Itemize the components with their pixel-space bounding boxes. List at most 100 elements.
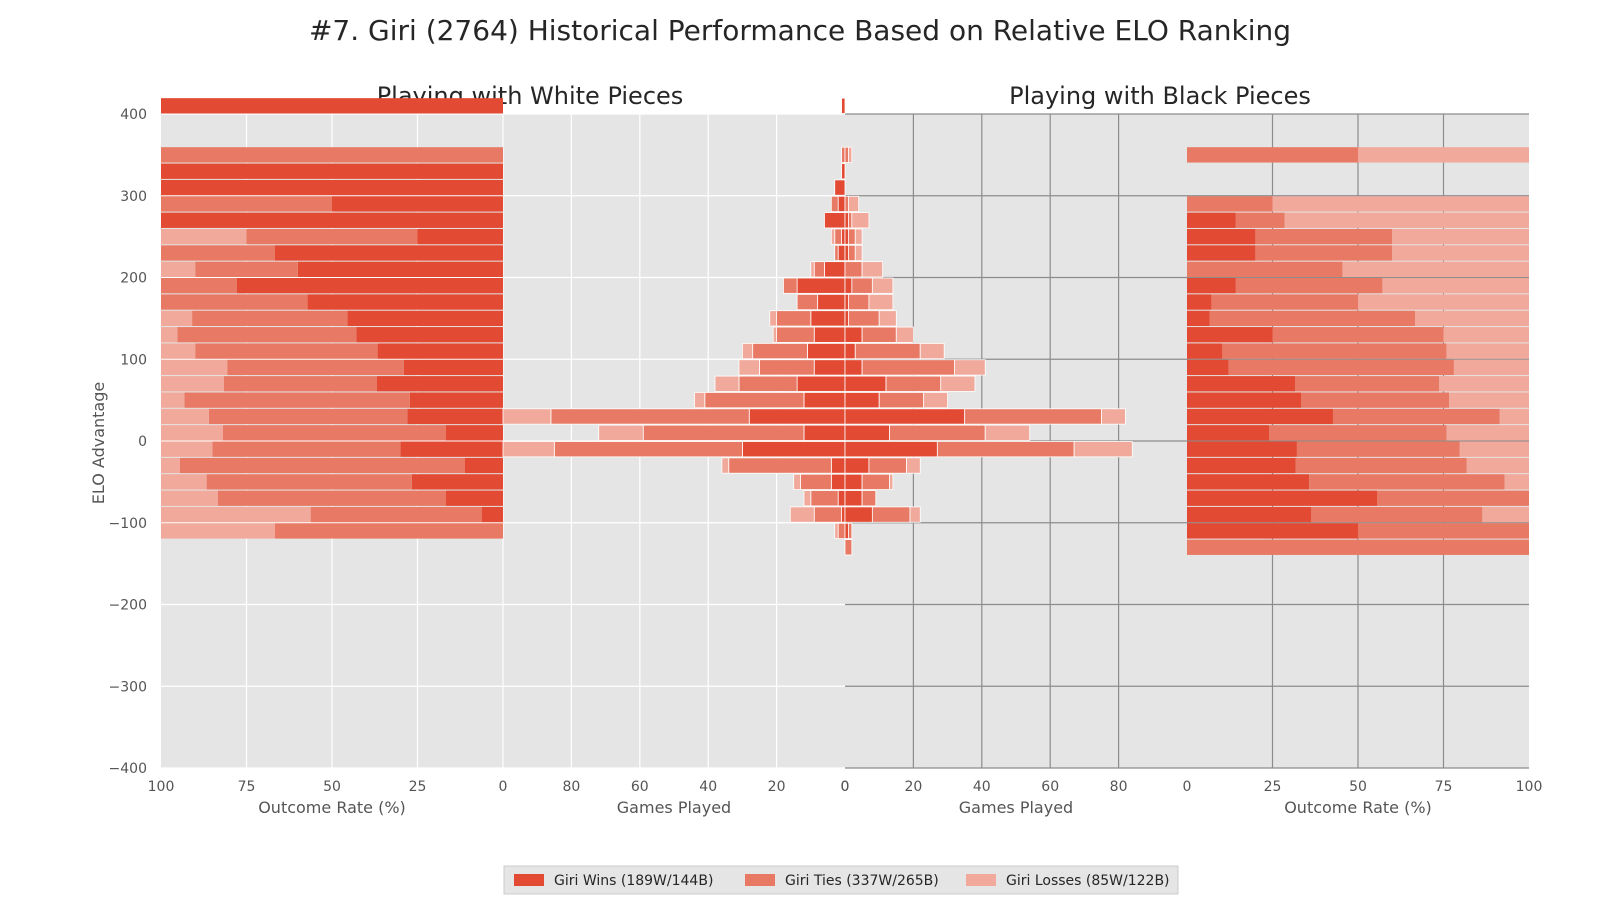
white-rate-bar-ties (222, 425, 446, 441)
legend-label-wins: Giri Wins (189W/144B) (554, 873, 713, 889)
white-rate-bar-wins (161, 163, 503, 179)
white-games-tick-label: 80 (562, 779, 580, 795)
white-rate-tick-label: 25 (409, 779, 427, 795)
white-rate-bar-wins (347, 310, 503, 327)
black-rate-bar-losses (1358, 294, 1529, 310)
black-panel-title: Playing with Black Pieces (1009, 82, 1311, 110)
white-games-bar-wins (830, 457, 846, 474)
white-games-bar-losses (502, 408, 552, 425)
black-games-bar-losses (871, 277, 894, 294)
white-games-bar-losses (502, 441, 555, 458)
white-games-bar-losses (834, 522, 839, 540)
black-rate-bar-ties (1295, 457, 1467, 474)
black-games-bar-wins (844, 473, 863, 490)
white-rate-tick-label: 50 (323, 779, 341, 795)
black-rate-bar-losses (1272, 196, 1529, 212)
white-games-bar-wins (830, 473, 846, 490)
black-games-tick-label: 40 (973, 779, 991, 795)
black-games-bar-losses (868, 293, 894, 311)
white-games-bar-ties (834, 228, 842, 245)
y-tick-label: 300 (120, 189, 147, 205)
black-games-bar-losses (906, 457, 921, 474)
y-tick-label: 400 (120, 107, 147, 123)
legend-label-losses: Giri Losses (85W/122B) (1006, 873, 1170, 889)
black-rate-bar-ties (1332, 408, 1500, 425)
white-rate-bar-ties (218, 490, 446, 506)
black-rate-bar-losses (1342, 261, 1529, 277)
black-games-bar-ties (861, 473, 890, 490)
black-rate-bar-wins (1187, 212, 1236, 228)
black-games-bar-ties (844, 539, 853, 556)
black-games-bar-ties (936, 441, 1075, 458)
white-games-bar-losses (769, 310, 778, 327)
black-games-bar-wins (844, 310, 849, 327)
black-games-bar-losses (1101, 408, 1126, 425)
black-rate-xlabel: Outcome Rate (%) (1284, 798, 1432, 817)
white-games-bar-losses (830, 228, 836, 245)
white-rate-bar-ties (161, 147, 503, 163)
white-rate-bar-wins (307, 294, 503, 310)
white-rate-bar-losses (161, 490, 218, 506)
black-games-bar-losses (919, 342, 945, 360)
black-rate-bar-losses (1284, 212, 1529, 228)
black-rate-bar-losses (1459, 441, 1529, 457)
white-games-bar-ties (813, 261, 825, 278)
white-rate-bar-ties (206, 474, 412, 490)
white-games-bar-wins (742, 441, 846, 458)
white-rate-bar-ties (161, 245, 275, 261)
white-games-tick-label: 0 (841, 779, 850, 795)
white-games-bar-ties (796, 293, 819, 311)
white-rate-bar-wins (297, 261, 503, 277)
black-rate-bar-ties (1222, 343, 1447, 359)
y-tick-label: 100 (120, 352, 147, 368)
black-rate-tick-label: 75 (1435, 779, 1453, 795)
white-rate-bar-ties (208, 408, 408, 425)
black-games-bar-wins (844, 359, 863, 376)
white-rate-bar-losses (161, 261, 196, 277)
black-rate-tick-label: 0 (1183, 779, 1192, 795)
black-rate-bar-ties (1296, 441, 1460, 457)
white-games-bar-ties (841, 146, 846, 163)
white-rate-bar-losses (161, 343, 196, 359)
white-rate-bar-wins (237, 278, 503, 294)
black-games-bar-wins (844, 506, 873, 523)
black-games-bar-ties (848, 228, 856, 245)
white-rate-bar-ties (224, 376, 377, 392)
black-games-bar-wins (844, 293, 849, 311)
black-games-bar-ties (844, 146, 849, 163)
white-games-bar-ties (776, 326, 815, 343)
white-games-bar-wins (748, 408, 846, 425)
black-rate-bar-ties (1209, 310, 1415, 327)
black-games-bar-ties (861, 359, 955, 376)
black-rate-bar-wins (1187, 474, 1310, 490)
black-rate-bar-ties (1235, 278, 1383, 294)
white-rate-bar-losses (161, 523, 275, 539)
white-games-bar-wins (841, 506, 846, 523)
black-games-bar-ties (878, 392, 925, 409)
white-rate-bar-wins (411, 474, 503, 490)
black-games-bar-wins (844, 408, 966, 425)
y-axis-label: ELO Advantage (89, 382, 108, 504)
black-games-bar-wins (844, 457, 870, 474)
white-rate-bar-wins (377, 376, 503, 392)
black-games-bar-ties (854, 342, 921, 360)
white-rate-bar-wins (332, 196, 503, 212)
white-rate-bar-ties (161, 278, 237, 294)
black-rate-bar-losses (1358, 147, 1529, 163)
black-rate-bar-wins (1187, 425, 1270, 441)
white-games-bar-wins (813, 359, 846, 376)
white-games-bar-ties (728, 457, 832, 474)
legend-frame (503, 865, 1179, 895)
white-games-tick-label: 60 (631, 779, 649, 795)
black-rate-bar-ties (1211, 294, 1358, 310)
black-rate-tick-label: 25 (1264, 779, 1282, 795)
white-games-bar-losses (714, 375, 740, 392)
y-tick-label: −400 (109, 761, 147, 777)
black-rate-bar-ties (1235, 212, 1285, 228)
white-rate-bar-losses (161, 359, 228, 376)
black-rate-bar-wins (1187, 228, 1256, 245)
black-rate-bar-ties (1187, 539, 1529, 555)
white-rate-bar-losses (161, 474, 207, 490)
white-rate-bar-ties (310, 506, 482, 523)
